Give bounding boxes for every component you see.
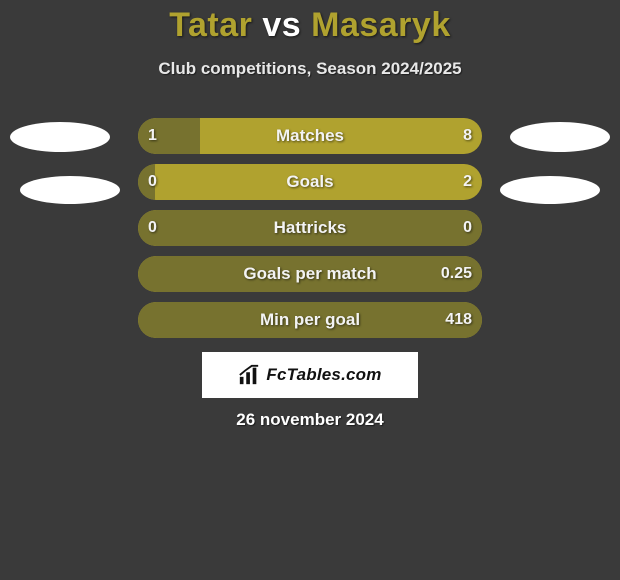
- title-player1: Tatar: [169, 6, 252, 44]
- stat-bar-fill-left: [138, 302, 482, 338]
- stat-value-left: 0: [148, 210, 157, 246]
- stat-bar-fill-left: [138, 256, 482, 292]
- stat-value-right: 418: [445, 302, 472, 338]
- stat-row: 0 Goals 2: [0, 164, 620, 210]
- date-label: 26 november 2024: [0, 410, 620, 430]
- stat-value-right: 2: [463, 164, 472, 200]
- stat-bar-fill-left: [138, 210, 482, 246]
- stat-bar-track: [138, 118, 482, 154]
- stat-value-right: 0: [463, 210, 472, 246]
- stat-value-right: 0.25: [441, 256, 472, 292]
- stat-row: 1 Matches 8: [0, 118, 620, 164]
- stat-bars: 1 Matches 8 0 Goals 2 0 Hattricks 0 G: [0, 118, 620, 348]
- comparison-infographic: Tatar vs Masaryk Club competitions, Seas…: [0, 0, 620, 580]
- source-logo-box: FcTables.com: [202, 352, 418, 398]
- page-title: Tatar vs Masaryk: [0, 0, 620, 45]
- stat-value-left: 0: [148, 164, 157, 200]
- stat-value-right: 8: [463, 118, 472, 154]
- stat-row: 0 Hattricks 0: [0, 210, 620, 256]
- stat-bar-track: [138, 164, 482, 200]
- stat-row: Min per goal 418: [0, 302, 620, 348]
- title-vs: vs: [262, 6, 301, 44]
- stat-value-left: 1: [148, 118, 157, 154]
- subtitle: Club competitions, Season 2024/2025: [0, 59, 620, 79]
- stat-bar-track: [138, 256, 482, 292]
- stat-bar-track: [138, 210, 482, 246]
- stat-bar-track: [138, 302, 482, 338]
- stat-row: Goals per match 0.25: [0, 256, 620, 302]
- title-player2: Masaryk: [311, 6, 451, 44]
- bar-chart-icon: [238, 364, 260, 386]
- source-logo-text: FcTables.com: [266, 365, 381, 385]
